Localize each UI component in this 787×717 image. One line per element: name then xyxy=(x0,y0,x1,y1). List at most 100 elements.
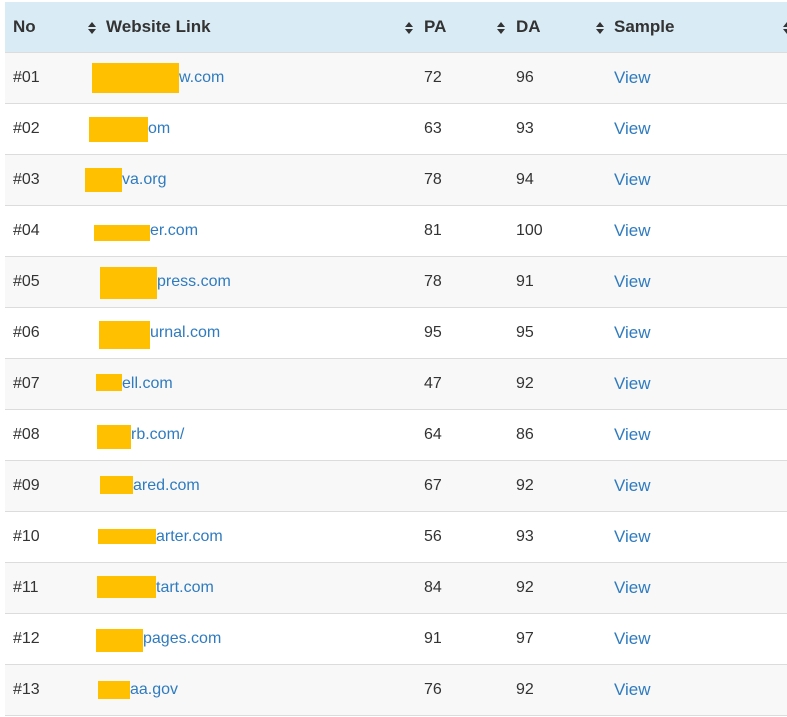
pa-value: 67 xyxy=(424,477,442,494)
sort-icon[interactable] xyxy=(88,21,96,34)
da-value: 92 xyxy=(516,579,534,596)
da-value: 93 xyxy=(516,120,534,137)
pa-value: 56 xyxy=(424,528,442,545)
pa-value: 78 xyxy=(424,273,442,290)
da-value: 93 xyxy=(516,528,534,545)
view-sample-link[interactable]: View xyxy=(614,170,651,189)
view-sample-link[interactable]: View xyxy=(614,578,651,597)
website-link[interactable]: press.com xyxy=(157,273,231,290)
row-number: #11 xyxy=(13,579,39,596)
table-row: #13 aa.gov 76 92 View xyxy=(5,665,787,716)
table-row: #05 press.com 78 91 View xyxy=(5,257,787,308)
da-value: 92 xyxy=(516,477,534,494)
view-sample-link[interactable]: View xyxy=(614,221,651,240)
row-number: #13 xyxy=(13,681,40,698)
website-link[interactable]: pages.com xyxy=(143,630,222,647)
header-website-link[interactable]: Website Link xyxy=(106,17,211,36)
da-value: 95 xyxy=(516,324,534,341)
redaction-box xyxy=(99,321,150,349)
header-sample[interactable]: Sample xyxy=(614,17,675,36)
row-number: #06 xyxy=(13,324,40,341)
website-link[interactable]: arter.com xyxy=(156,528,223,545)
da-value: 92 xyxy=(516,375,534,392)
header-da[interactable]: DA xyxy=(516,17,541,36)
redaction-box xyxy=(85,168,122,192)
row-number: #09 xyxy=(13,477,40,494)
table-row: #04 er.com 81 100 View xyxy=(5,206,787,257)
row-number: #07 xyxy=(13,375,40,392)
website-link[interactable]: va.org xyxy=(122,171,167,188)
view-sample-link[interactable]: View xyxy=(614,272,651,291)
da-value: 86 xyxy=(516,426,534,443)
row-number: #10 xyxy=(13,528,40,545)
website-link[interactable]: urnal.com xyxy=(150,324,221,341)
da-value: 91 xyxy=(516,273,534,290)
backlinks-table: No Website Link PA DA Sample #01 w.com 72 96 Vie… xyxy=(5,2,787,716)
da-value: 96 xyxy=(516,69,534,86)
website-link[interactable]: ell.com xyxy=(122,375,173,392)
view-sample-link[interactable]: View xyxy=(614,680,651,699)
table-row: #07 ell.com 47 92 View xyxy=(5,359,787,410)
view-sample-link[interactable]: View xyxy=(614,68,651,87)
redaction-box xyxy=(98,529,156,544)
redaction-box xyxy=(94,225,150,241)
header-no[interactable]: No xyxy=(13,17,36,36)
header-pa[interactable]: PA xyxy=(424,17,447,36)
redaction-box xyxy=(89,117,148,142)
redaction-box xyxy=(100,267,157,299)
da-value: 94 xyxy=(516,171,534,188)
da-value: 100 xyxy=(516,222,543,239)
pa-value: 95 xyxy=(424,324,442,341)
website-link[interactable]: aa.gov xyxy=(130,681,179,698)
table-row: #06 urnal.com 95 95 View xyxy=(5,308,787,359)
sort-icon[interactable] xyxy=(783,21,787,34)
view-sample-link[interactable]: View xyxy=(614,323,651,342)
sort-icon[interactable] xyxy=(405,21,413,34)
view-sample-link[interactable]: View xyxy=(614,374,651,393)
pa-value: 84 xyxy=(424,579,442,596)
table-row: #03 va.org 78 94 View xyxy=(5,155,787,206)
table-header: No Website Link PA DA Sample xyxy=(5,2,787,53)
table-row: #12 pages.com 91 97 View xyxy=(5,614,787,665)
view-sample-link[interactable]: View xyxy=(614,629,651,648)
table-row: #02 om 63 93 View xyxy=(5,104,787,155)
pa-value: 72 xyxy=(424,69,442,86)
redaction-box xyxy=(100,476,133,494)
redaction-box xyxy=(92,63,179,93)
view-sample-link[interactable]: View xyxy=(614,425,651,444)
website-link[interactable]: rb.com/ xyxy=(131,426,185,443)
pa-value: 63 xyxy=(424,120,442,137)
redaction-box xyxy=(97,425,131,449)
row-number: #05 xyxy=(13,273,40,290)
view-sample-link[interactable]: View xyxy=(614,119,651,138)
redaction-box xyxy=(97,576,156,598)
website-link[interactable]: ared.com xyxy=(133,477,200,494)
view-sample-link[interactable]: View xyxy=(614,476,651,495)
row-number: #03 xyxy=(13,171,40,188)
website-link[interactable]: w.com xyxy=(179,69,225,86)
table-row: #01 w.com 72 96 View xyxy=(5,53,787,104)
pa-value: 81 xyxy=(424,222,442,239)
row-number: #08 xyxy=(13,426,40,443)
row-number: #02 xyxy=(13,120,40,137)
website-link[interactable]: om xyxy=(148,120,171,137)
pa-value: 64 xyxy=(424,426,442,443)
table-row: #10 arter.com 56 93 View xyxy=(5,512,787,563)
pa-value: 76 xyxy=(424,681,442,698)
da-value: 97 xyxy=(516,630,534,647)
redaction-box xyxy=(98,681,130,699)
redaction-box xyxy=(96,374,122,391)
pa-value: 91 xyxy=(424,630,442,647)
sort-icon[interactable] xyxy=(596,21,604,34)
website-link[interactable]: er.com xyxy=(150,222,199,239)
sort-icon[interactable] xyxy=(497,21,505,34)
row-number: #01 xyxy=(13,69,40,86)
view-sample-link[interactable]: View xyxy=(614,527,651,546)
row-number: #04 xyxy=(13,222,40,239)
redaction-box xyxy=(96,629,143,652)
table-row: #11 tart.com 84 92 View xyxy=(5,563,787,614)
da-value: 92 xyxy=(516,681,534,698)
table-row: #09 ared.com 67 92 View xyxy=(5,461,787,512)
website-link[interactable]: tart.com xyxy=(156,579,214,596)
pa-value: 47 xyxy=(424,375,442,392)
